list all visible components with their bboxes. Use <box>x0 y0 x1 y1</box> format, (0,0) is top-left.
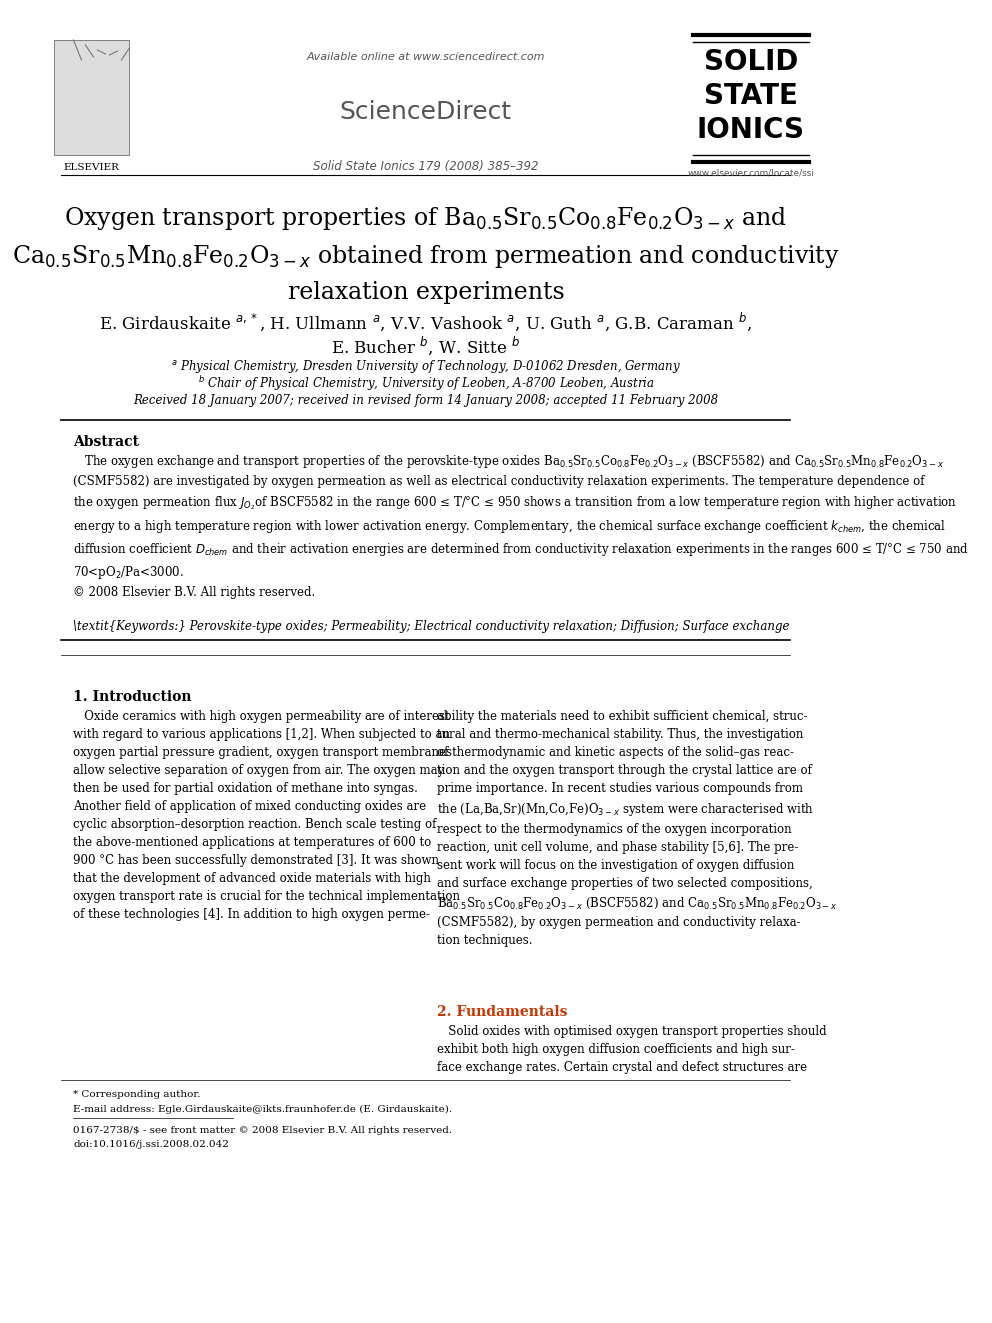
Text: 2. Fundamentals: 2. Fundamentals <box>437 1005 567 1019</box>
Text: ability the materials need to exhibit sufficient chemical, struc-
tural and ther: ability the materials need to exhibit su… <box>437 710 837 947</box>
Text: relaxation experiments: relaxation experiments <box>288 280 564 304</box>
Text: www.elsevier.com/locate/ssi: www.elsevier.com/locate/ssi <box>687 168 814 177</box>
Text: ScienceDirect: ScienceDirect <box>340 101 512 124</box>
Text: 1. Introduction: 1. Introduction <box>73 691 192 704</box>
Text: Ca$_{0.5}$Sr$_{0.5}$Mn$_{0.8}$Fe$_{0.2}$O$_{3-x}$ obtained from permeation and c: Ca$_{0.5}$Sr$_{0.5}$Mn$_{0.8}$Fe$_{0.2}$… <box>12 243 840 270</box>
Text: The oxygen exchange and transport properties of the perovskite-type oxides Ba$_{: The oxygen exchange and transport proper… <box>73 452 969 598</box>
Text: ELSEVIER: ELSEVIER <box>63 163 119 172</box>
Text: * Corresponding author.: * Corresponding author. <box>73 1090 201 1099</box>
Text: Oxide ceramics with high oxygen permeability are of interest
with regard to vari: Oxide ceramics with high oxygen permeabi… <box>73 710 460 921</box>
Text: \textit{Keywords:} Perovskite-type oxides; Permeability; Electrical conductivity: \textit{Keywords:} Perovskite-type oxide… <box>73 620 790 632</box>
Text: $^b$ Chair of Physical Chemistry, University of Leoben, A-8700 Leoben, Austria: $^b$ Chair of Physical Chemistry, Univer… <box>197 374 655 393</box>
Text: Received 18 January 2007; received in revised form 14 January 2008; accepted 11 : Received 18 January 2007; received in re… <box>133 394 718 407</box>
Text: E. Bucher $^{b}$, W. Sitte $^{b}$: E. Bucher $^{b}$, W. Sitte $^{b}$ <box>331 333 521 356</box>
Text: SOLID: SOLID <box>703 48 798 75</box>
Text: E. Girdauskaite $^{a,*}$, H. Ullmann $^{a}$, V.V. Vashook $^{a}$, U. Guth $^{a}$: E. Girdauskaite $^{a,*}$, H. Ullmann $^{… <box>99 310 752 332</box>
Text: Solid oxides with optimised oxygen transport properties should
exhibit both high: Solid oxides with optimised oxygen trans… <box>437 1025 826 1074</box>
Text: $^a$ Physical Chemistry, Dresden University of Technology, D-01062 Dresden, Germ: $^a$ Physical Chemistry, Dresden Univers… <box>171 359 681 374</box>
Bar <box>54 40 129 155</box>
Text: Solid State Ionics 179 (2008) 385–392: Solid State Ionics 179 (2008) 385–392 <box>313 160 539 173</box>
Text: STATE: STATE <box>704 82 798 110</box>
Text: Abstract: Abstract <box>73 435 140 448</box>
Text: IONICS: IONICS <box>696 116 805 144</box>
Text: doi:10.1016/j.ssi.2008.02.042: doi:10.1016/j.ssi.2008.02.042 <box>73 1140 229 1148</box>
Text: E-mail address: Egle.Girdauskaite@ikts.fraunhofer.de (E. Girdauskaite).: E-mail address: Egle.Girdauskaite@ikts.f… <box>73 1105 452 1114</box>
Text: Available online at www.sciencedirect.com: Available online at www.sciencedirect.co… <box>307 52 546 62</box>
Text: Oxygen transport properties of Ba$_{0.5}$Sr$_{0.5}$Co$_{0.8}$Fe$_{0.2}$O$_{3-x}$: Oxygen transport properties of Ba$_{0.5}… <box>64 205 788 232</box>
Text: 0167-2738/$ - see front matter © 2008 Elsevier B.V. All rights reserved.: 0167-2738/$ - see front matter © 2008 El… <box>73 1126 452 1135</box>
